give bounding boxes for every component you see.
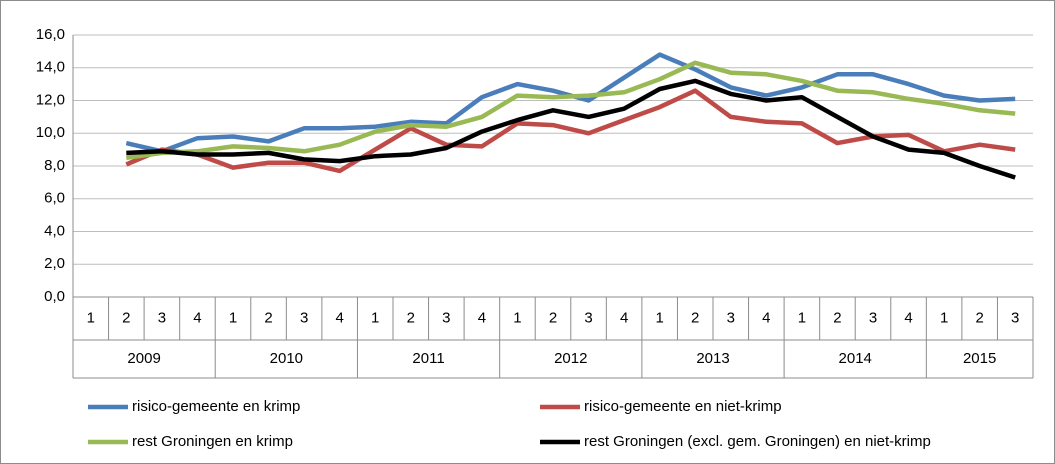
x-tick-label: 1 bbox=[229, 309, 237, 326]
y-tick-label: 16,0 bbox=[36, 26, 65, 43]
x-tick-label: 4 bbox=[762, 309, 770, 326]
y-tick-label: 0,0 bbox=[44, 288, 65, 305]
y-tick-label: 14,0 bbox=[36, 59, 65, 76]
line-series bbox=[125, 60, 1016, 161]
x-tick-label: 2 bbox=[833, 309, 841, 326]
x-tick-label: 1 bbox=[87, 309, 95, 326]
x-tick-label: 2 bbox=[975, 309, 983, 326]
legend-label: rest Groningen en krimp bbox=[132, 433, 293, 450]
x-tick-label: 2 bbox=[691, 309, 699, 326]
y-tick-label: 4,0 bbox=[44, 222, 65, 239]
x-tick-label: 1 bbox=[371, 309, 379, 326]
x-tick-label: 3 bbox=[442, 309, 450, 326]
line-series bbox=[125, 88, 1016, 174]
y-tick-label: 2,0 bbox=[44, 255, 65, 272]
legend-label: rest Groningen (excl. gem. Groningen) en… bbox=[584, 433, 931, 450]
x-tick-label: 1 bbox=[798, 309, 806, 326]
x-tick-label: 3 bbox=[869, 309, 877, 326]
x-tick-label: 4 bbox=[478, 309, 486, 326]
x-group-label: 2009 bbox=[127, 350, 160, 367]
x-tick-label: 3 bbox=[727, 309, 735, 326]
x-tick-label: 4 bbox=[335, 309, 343, 326]
y-tick-label: 10,0 bbox=[36, 124, 65, 141]
x-tick-label: 3 bbox=[1011, 309, 1019, 326]
x-tick-label: 3 bbox=[158, 309, 166, 326]
x-tick-label: 3 bbox=[300, 309, 308, 326]
y-tick-label: 12,0 bbox=[36, 91, 65, 108]
x-tick-label: 3 bbox=[584, 309, 592, 326]
x-tick-label: 4 bbox=[620, 309, 628, 326]
x-tick-label: 2 bbox=[122, 309, 130, 326]
x-tick-label: 4 bbox=[193, 309, 201, 326]
x-tick-label: 2 bbox=[264, 309, 272, 326]
x-tick-label: 1 bbox=[655, 309, 663, 326]
x-group-label: 2013 bbox=[696, 350, 729, 367]
x-group-label: 2012 bbox=[554, 350, 587, 367]
y-tick-label: 8,0 bbox=[44, 157, 65, 174]
x-group-label: 2011 bbox=[412, 350, 444, 367]
x-group-label: 2015 bbox=[963, 350, 996, 367]
line-series bbox=[126, 78, 1016, 180]
x-group-label: 2014 bbox=[839, 350, 872, 367]
x-tick-label: 2 bbox=[549, 309, 557, 326]
legend-label: risico-gemeente en niet-krimp bbox=[584, 398, 782, 415]
y-tick-label: 6,0 bbox=[44, 190, 65, 207]
x-tick-label: 1 bbox=[513, 309, 521, 326]
x-tick-label: 4 bbox=[904, 309, 912, 326]
legend-label: risico-gemeente en krimp bbox=[132, 398, 300, 415]
x-tick-label: 1 bbox=[940, 309, 948, 326]
x-tick-label: 2 bbox=[407, 309, 415, 326]
x-group-label: 2010 bbox=[270, 350, 303, 367]
